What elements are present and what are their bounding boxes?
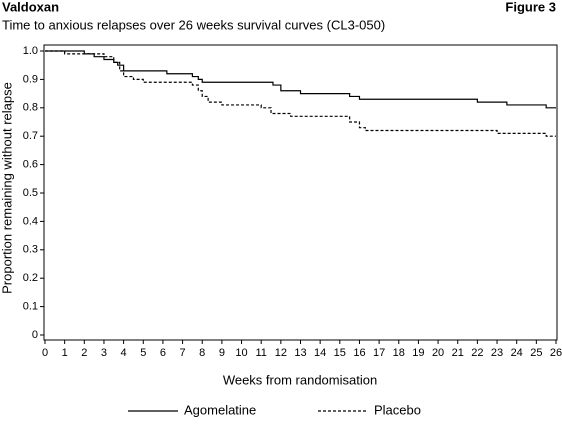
x-tick-label: 11 <box>255 347 266 359</box>
x-tick-label: 4 <box>121 347 127 359</box>
y-tick-label: 0.1 <box>23 301 38 313</box>
x-tick-label: 6 <box>160 347 166 359</box>
x-tick-label: 15 <box>334 347 346 359</box>
y-axis-label: Proportion remaining without relapse <box>0 82 14 294</box>
x-tick-label: 10 <box>235 347 247 359</box>
x-tick-label: 19 <box>412 347 424 359</box>
x-tick-label: 12 <box>275 347 287 359</box>
x-tick-label: 1 <box>62 347 68 359</box>
x-tick-label: 8 <box>199 347 205 359</box>
x-tick-label: 0 <box>42 347 48 359</box>
x-tick-label: 26 <box>550 347 562 359</box>
x-tick-label: 3 <box>101 347 107 359</box>
x-tick-label: 18 <box>393 347 405 359</box>
x-tick-label: 7 <box>180 347 186 359</box>
plot-frame <box>43 44 558 341</box>
y-tick-label: 0.7 <box>23 130 38 142</box>
y-tick-label: 0.9 <box>23 73 38 85</box>
x-tick-label: 24 <box>511 347 523 359</box>
y-tick-label: 0.8 <box>23 102 38 114</box>
legend-label: Placebo <box>374 402 421 417</box>
x-tick-label: 23 <box>491 347 503 359</box>
x-tick-label: 13 <box>294 347 306 359</box>
survival-curve <box>45 50 556 137</box>
y-tick-label: 0.5 <box>23 187 38 199</box>
x-tick-label: 17 <box>373 347 385 359</box>
survival-curve <box>45 50 556 109</box>
header: Valdoxan <box>2 0 59 14</box>
x-axis-label: Weeks from randomisation <box>223 372 377 387</box>
y-tick-label: 0.2 <box>23 272 38 284</box>
x-tick-label: 9 <box>219 347 225 359</box>
x-tick-label: 5 <box>140 347 146 359</box>
y-tick-label: 0.4 <box>23 215 38 227</box>
y-tick-label: 0 <box>32 329 38 341</box>
x-tick-label: 21 <box>452 347 464 359</box>
x-tick-label: 14 <box>314 347 326 359</box>
y-tick-label: 0.3 <box>23 244 38 256</box>
chart-title: Time to anxious relapses over 26 weeks s… <box>2 17 385 32</box>
legend-label: Agomelatine <box>184 402 256 417</box>
y-tick-label: 1.0 <box>23 45 38 57</box>
x-tick-label: 25 <box>530 347 542 359</box>
x-tick-label: 22 <box>471 347 483 359</box>
x-tick-label: 20 <box>432 347 444 359</box>
x-tick-label: 16 <box>353 347 365 359</box>
x-tick-label: 2 <box>81 347 87 359</box>
y-tick-label: 0.6 <box>23 159 38 171</box>
figure-label: Figure 3 <box>505 0 556 14</box>
